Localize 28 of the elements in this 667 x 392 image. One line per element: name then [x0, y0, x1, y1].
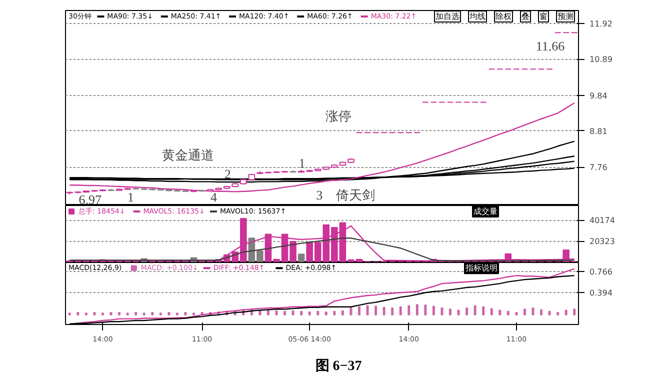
y-tick-label: 40174 — [590, 216, 615, 226]
y-tick-label: 0.394 — [590, 288, 612, 298]
annotation: 均线 — [468, 12, 486, 21]
annotation: 预测 — [558, 12, 574, 21]
annotation: 倚天剑 — [336, 188, 375, 203]
y-tick-label: 7.76 — [590, 163, 608, 172]
annotation: 6.97 — [78, 192, 102, 208]
annotation: 涨停 — [325, 108, 352, 124]
y-tick-label: 0.766 — [590, 267, 612, 276]
annotation: 2 — [224, 166, 231, 182]
y-tick-label: 11.92 — [590, 20, 612, 29]
annotation: 黄金通道 — [162, 148, 214, 163]
annotation: 加自选 — [436, 12, 460, 21]
annotation: 成交量 — [474, 207, 498, 216]
annotation: 11.66 — [536, 38, 566, 54]
annotation: 4 — [210, 189, 218, 204]
y-tick-label: 20323 — [590, 237, 615, 246]
annotation: 除权 — [496, 12, 512, 21]
annotation: 1 — [127, 189, 134, 204]
y-tick-label: 10.89 — [590, 55, 612, 64]
y-tick-label: 9.84 — [590, 91, 608, 100]
caption: 图 6−37 — [315, 358, 362, 376]
annotation: 叠 — [522, 12, 530, 21]
y-tick-label: 8.81 — [590, 126, 608, 136]
annotation: 窗 — [540, 12, 548, 21]
annotation: 1 — [298, 155, 306, 170]
annotation: 3 — [316, 188, 323, 203]
annotation: 指标说明 — [464, 264, 498, 273]
